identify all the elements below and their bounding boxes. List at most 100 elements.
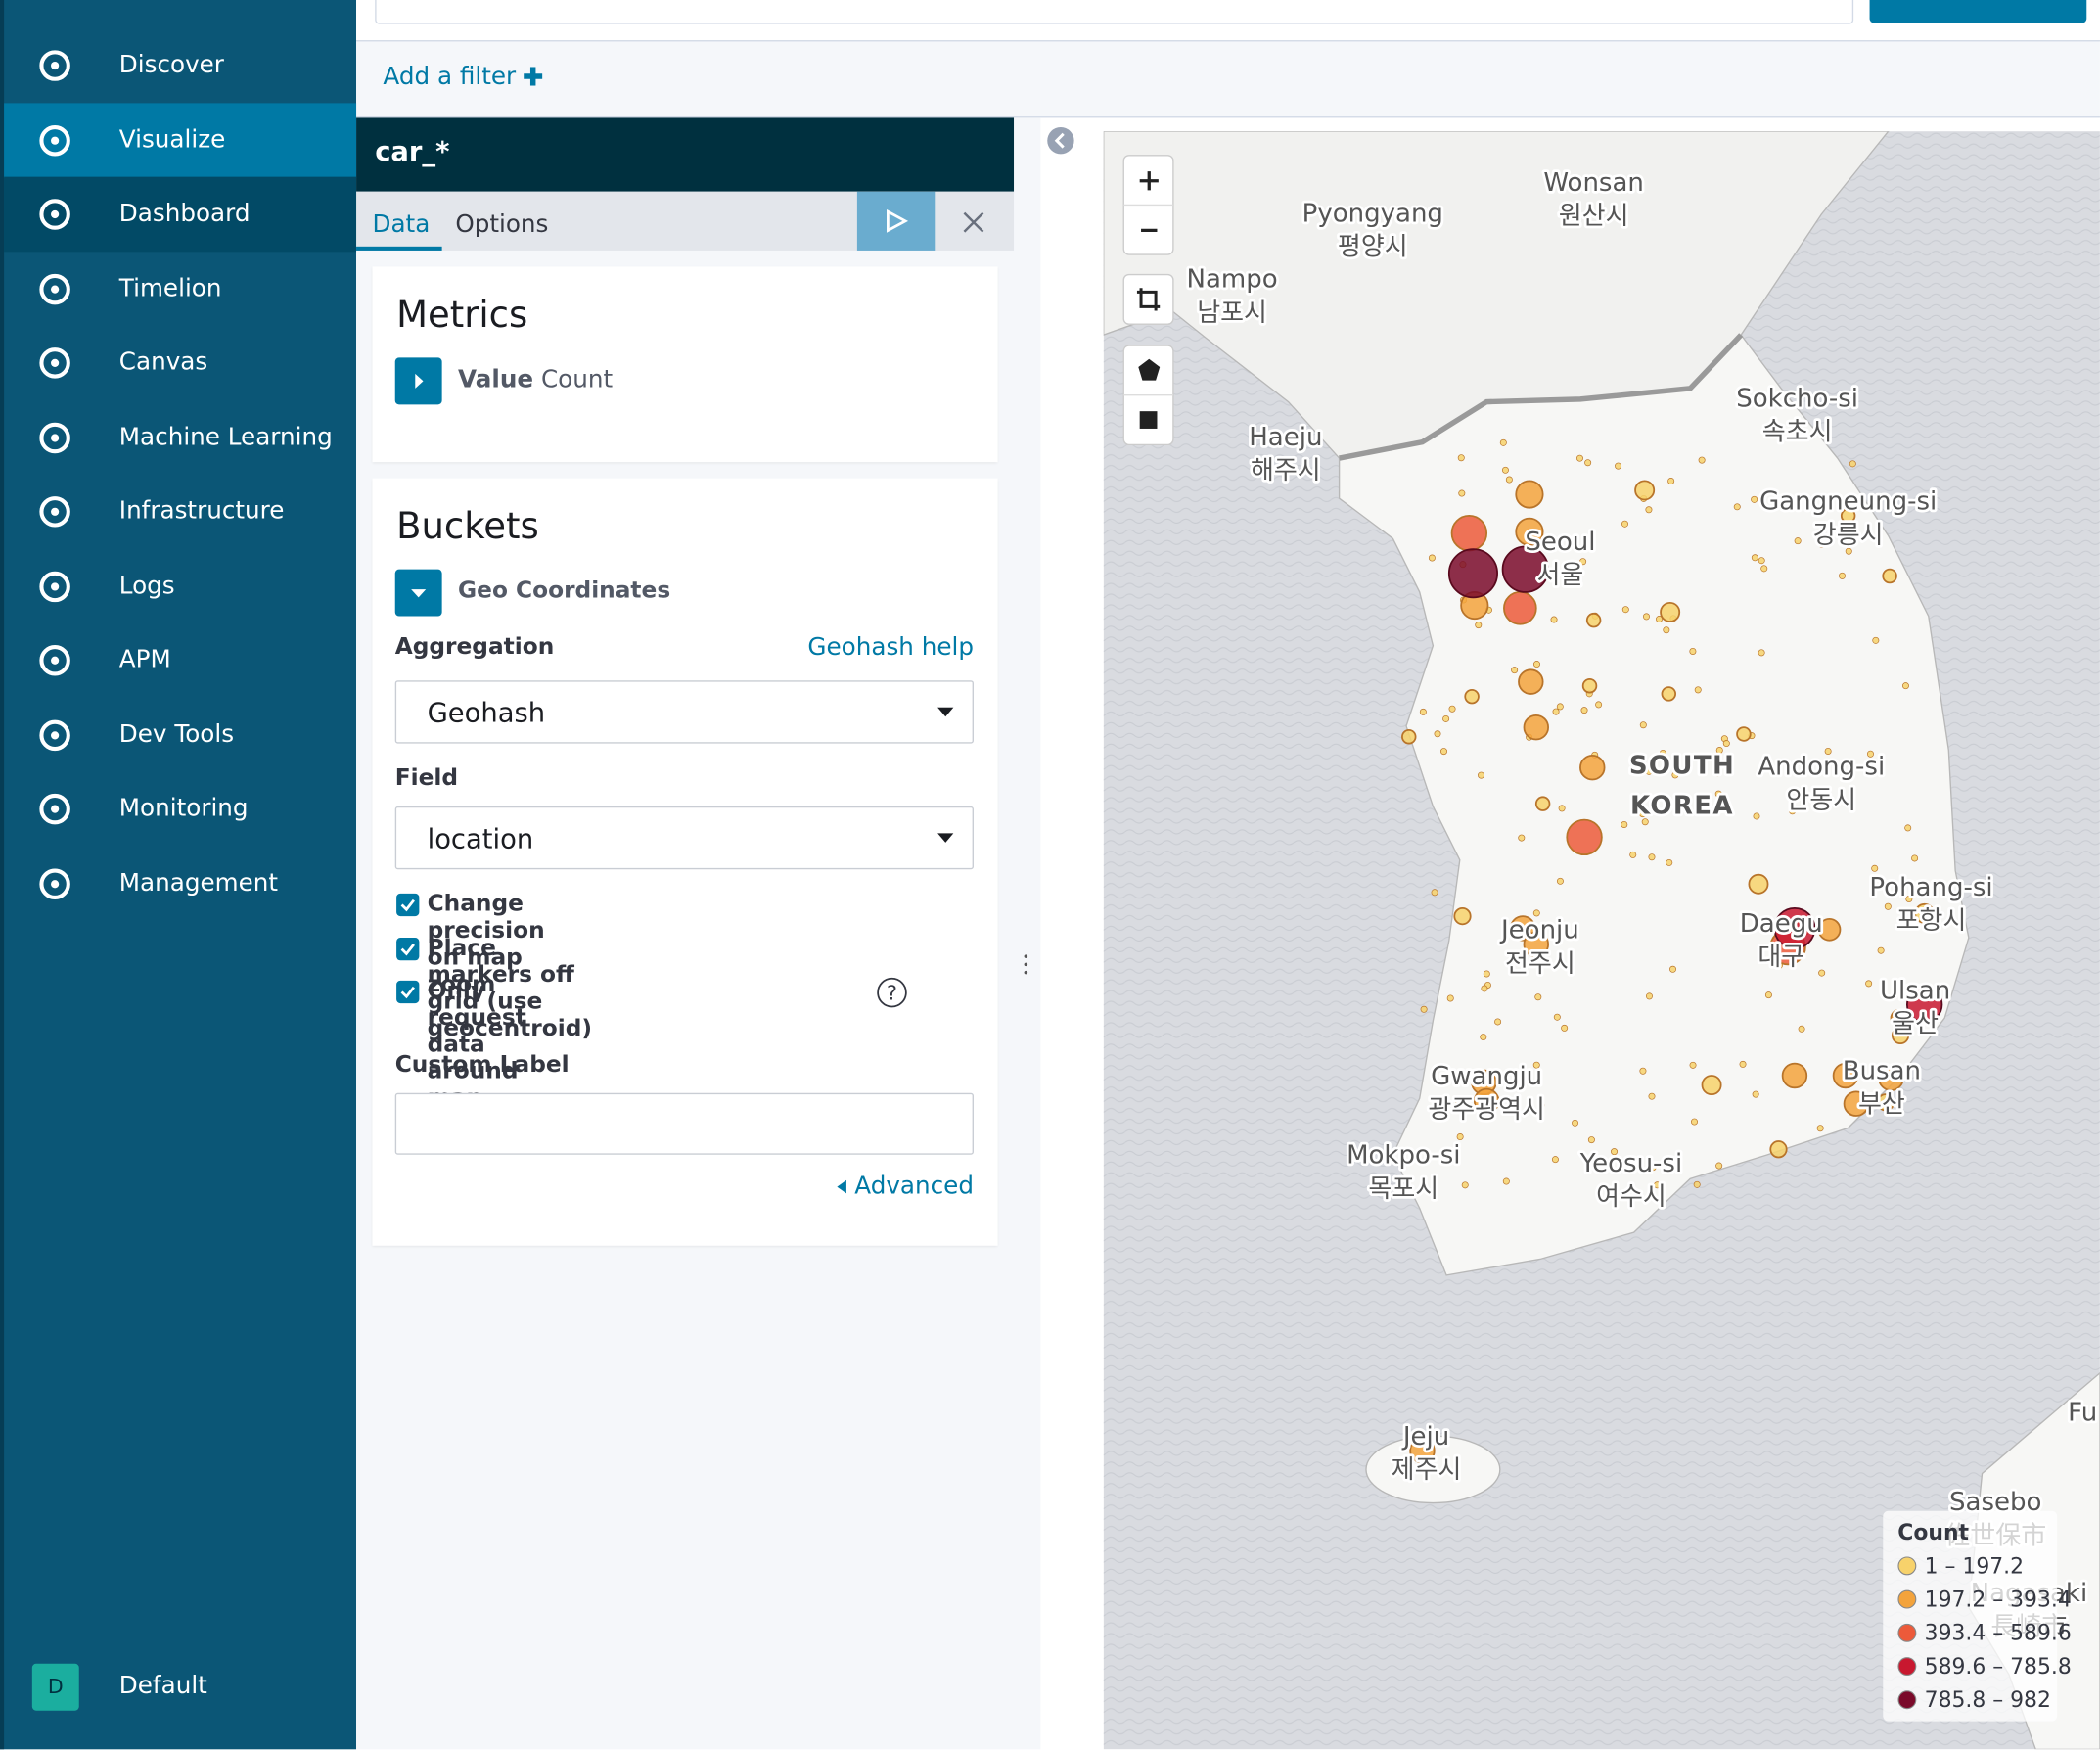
geohash-help-link[interactable]: Geohash help <box>807 633 974 663</box>
geo-marker <box>1671 771 1679 779</box>
geo-marker <box>1434 730 1441 738</box>
icon-dot <box>51 507 60 516</box>
filter-bar <box>356 40 2100 118</box>
resize-handle[interactable] <box>1018 951 1033 981</box>
nav-icon <box>39 867 70 899</box>
geo-marker <box>1537 1101 1545 1109</box>
caret <box>937 707 954 717</box>
checkbox[interactable] <box>396 980 420 1004</box>
geo-marker <box>1698 456 1706 464</box>
geo-marker <box>1751 495 1758 503</box>
geo-marker <box>1905 986 1943 1024</box>
nav-icon <box>39 50 70 81</box>
geo-marker <box>1843 1090 1870 1117</box>
place-name: Ulsan <box>1880 976 1950 1005</box>
place-name: Mokpo-si <box>1347 1141 1460 1171</box>
geo-marker <box>1499 438 1507 446</box>
aggregation-select[interactable]: Geohash <box>394 680 974 744</box>
place-local: 전주시 <box>1505 949 1575 979</box>
geo-marker <box>1515 480 1544 509</box>
map[interactable]: Wonsan 원산시 Pyongyang 평양시 Nampo 남포시 Haeju 해주시 Sok… <box>1042 117 2100 1750</box>
space-badge[interactable]: D <box>31 1663 79 1711</box>
geo-marker <box>1714 790 1722 798</box>
nav-item[interactable]: Monitoring <box>118 794 249 823</box>
nav-item[interactable]: Logs <box>118 571 175 600</box>
expand-toggle[interactable] <box>394 357 442 405</box>
place-local: 울산 <box>1892 1009 1939 1038</box>
geo-marker <box>1752 1090 1759 1098</box>
collapse-toggle[interactable] <box>394 569 442 617</box>
icon-dot <box>51 656 60 665</box>
help-icon[interactable]: ? <box>876 977 908 1009</box>
geo-marker <box>1701 1075 1722 1096</box>
geo-marker <box>1634 480 1656 501</box>
geo-marker <box>1818 969 1826 977</box>
tab[interactable]: Data <box>372 209 431 239</box>
plus-icon <box>524 67 543 86</box>
geo-marker <box>1832 1062 1859 1089</box>
icon-shape <box>39 793 70 825</box>
checkbox[interactable] <box>396 893 420 917</box>
icon-shape <box>39 718 70 751</box>
icon-shape <box>39 496 70 528</box>
nav-item[interactable]: Dashboard <box>118 199 251 228</box>
tab[interactable]: Options <box>455 209 549 239</box>
refresh-button[interactable] <box>1869 0 2087 23</box>
metric-label: Count <box>540 365 614 394</box>
advanced-text[interactable]: Advanced <box>854 1172 974 1201</box>
geo-marker <box>1722 740 1730 748</box>
place-name: Sokcho-si <box>1736 384 1858 413</box>
check-mark <box>400 898 415 912</box>
geo-marker <box>1572 1119 1579 1127</box>
place-name: Jeonju <box>1499 916 1579 945</box>
checkbox-label[interactable]: Change precision on map zoom <box>427 891 545 998</box>
nav-item[interactable]: Management <box>118 868 279 898</box>
discard-button[interactable] <box>953 203 993 243</box>
legend-label: 785.8 – 982 <box>1925 1688 2051 1713</box>
metric-item: Value Count <box>458 366 613 394</box>
chevron-down <box>411 589 427 598</box>
geo-marker <box>1480 1034 1487 1041</box>
nav-item[interactable]: Dev Tools <box>118 719 235 749</box>
place-name: Busan <box>1843 1056 1921 1085</box>
custom-label-input[interactable] <box>394 1092 974 1155</box>
geo-marker <box>1769 1140 1788 1159</box>
nav-icon <box>39 199 70 230</box>
nav-active-bg <box>4 102 357 178</box>
checkbox[interactable] <box>396 937 420 960</box>
geo-marker <box>1534 993 1542 1001</box>
search-input[interactable] <box>375 0 1854 24</box>
geo-marker <box>1587 1136 1595 1144</box>
add-filter-text[interactable]: Add a filter <box>383 63 517 92</box>
collapse-sidebar[interactable] <box>1046 126 1075 156</box>
nav-item[interactable]: Canvas <box>118 347 208 377</box>
place-local: 서울 <box>1536 561 1583 590</box>
add-filter[interactable]: Add a filter <box>383 63 543 92</box>
icon-shape <box>39 644 70 676</box>
nav-item[interactable]: Timelion <box>118 273 222 302</box>
geo-marker <box>1781 1062 1808 1089</box>
nav-item[interactable]: Discover <box>118 51 224 79</box>
geo-marker <box>1532 909 1540 917</box>
geo-marker <box>1901 682 1909 690</box>
icon-dot <box>51 433 60 441</box>
metric-agg: Value <box>458 365 534 394</box>
place-local: 목포시 <box>1368 1174 1438 1204</box>
geo-marker <box>1648 1092 1656 1100</box>
legend-swatch <box>1897 1657 1917 1676</box>
nav-item[interactable]: Infrastructure <box>118 496 285 526</box>
field-select[interactable]: location <box>394 806 974 870</box>
geo-marker <box>1816 1125 1824 1132</box>
geo-marker <box>1715 747 1723 754</box>
space-name[interactable]: Default <box>118 1672 207 1700</box>
apply-button[interactable] <box>856 191 936 251</box>
nav-item[interactable]: Machine Learning <box>118 422 333 451</box>
zoom-controls[interactable] <box>1122 155 1174 446</box>
geo-marker <box>1667 478 1675 485</box>
place-name: Nampo <box>1187 265 1278 295</box>
nav-item[interactable]: APM <box>118 645 171 674</box>
geo-marker <box>1751 554 1758 562</box>
nav-item[interactable]: Visualize <box>118 124 226 154</box>
checkbox-label[interactable]: Place markers off grid (use geocentroid) <box>427 934 592 1042</box>
advanced-toggle[interactable]: Advanced <box>837 1172 974 1201</box>
